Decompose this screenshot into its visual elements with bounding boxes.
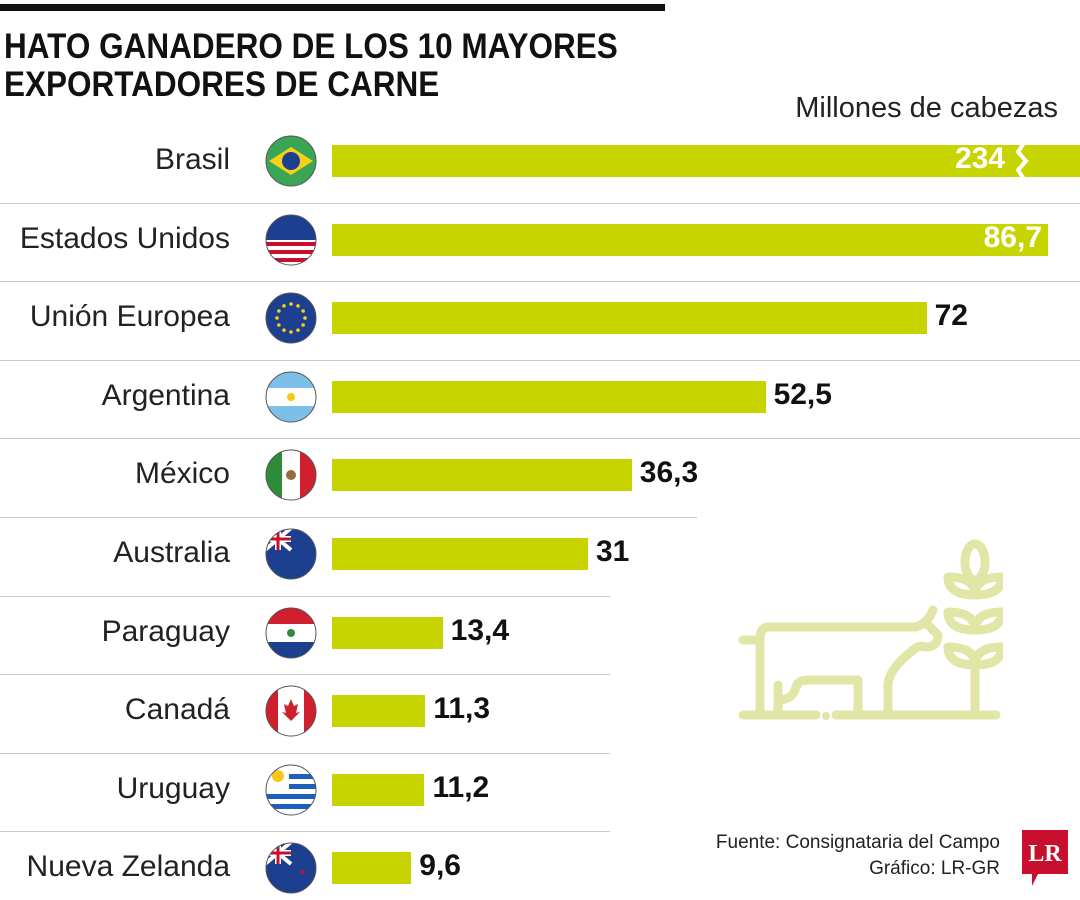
cow-and-wheat-icon bbox=[738, 539, 1003, 720]
bar-row: Estados Unidos 86,7 bbox=[0, 200, 1080, 278]
bar bbox=[332, 852, 412, 885]
argentina-flag-icon bbox=[265, 371, 317, 423]
bar-row: Canadá 11,3 bbox=[0, 671, 1080, 749]
value-label: 9,6 bbox=[419, 849, 461, 883]
row-divider bbox=[0, 831, 610, 833]
bar bbox=[332, 380, 766, 413]
value-label: 86,7 bbox=[983, 220, 1042, 254]
bar bbox=[332, 145, 1080, 177]
value-label: 11,3 bbox=[433, 692, 491, 726]
bar bbox=[332, 538, 588, 570]
bar bbox=[332, 616, 443, 649]
category-label: Estados Unidos bbox=[19, 221, 230, 255]
row-divider bbox=[0, 438, 1080, 440]
unit-label: Millones de cabezas bbox=[795, 92, 1058, 124]
axis-break-icon bbox=[1015, 143, 1029, 179]
category-label: Nueva Zelanda bbox=[26, 850, 230, 884]
value-label: 31 bbox=[596, 535, 630, 568]
value-label: 72 bbox=[934, 299, 968, 333]
mexico-flag-icon bbox=[265, 449, 317, 501]
uruguay-flag-icon bbox=[265, 764, 317, 816]
category-label: México bbox=[134, 457, 230, 491]
category-label: Brasil bbox=[154, 143, 230, 176]
source-note: Fuente: Consignataria del Campo Gráfico:… bbox=[716, 830, 1000, 882]
source-text: Fuente: Consignataria del Campo bbox=[715, 832, 1000, 853]
lr-logo: LR bbox=[1022, 830, 1068, 886]
bar-row: Unión Europea 72 bbox=[0, 278, 1080, 356]
paraguay-flag-icon bbox=[265, 607, 317, 659]
category-label: Argentina bbox=[101, 378, 230, 412]
row-divider bbox=[0, 752, 610, 754]
bar-row: México 36,3 bbox=[0, 435, 1080, 513]
category-label: Unión Europea bbox=[29, 300, 230, 334]
row-divider bbox=[0, 674, 610, 676]
chart-title: HATO GANADERO DE LOS 10 MAYORES EXPORTAD… bbox=[4, 27, 618, 104]
row-divider bbox=[0, 517, 697, 518]
svg-text:LR: LR bbox=[1028, 841, 1062, 867]
row-divider bbox=[0, 595, 610, 597]
category-label: Paraguay bbox=[101, 614, 230, 648]
canada-flag-icon bbox=[265, 685, 317, 737]
category-label: Canadá bbox=[124, 693, 230, 727]
credit-text: Gráfico: LR-GR bbox=[869, 858, 1000, 879]
bar-row: Brasil 234 bbox=[0, 121, 1080, 199]
bar bbox=[332, 223, 1048, 256]
bar-row: Argentina 52,5 bbox=[0, 357, 1080, 435]
bar bbox=[332, 302, 927, 335]
category-label: Australia bbox=[113, 536, 230, 569]
value-label: 36,3 bbox=[639, 456, 699, 490]
bar-row: Uruguay 11,2 bbox=[0, 750, 1080, 828]
new-zealand-flag-icon bbox=[265, 842, 317, 894]
eu-flag-icon bbox=[265, 292, 317, 344]
bar-row: Australia 31 bbox=[0, 514, 1080, 592]
bar bbox=[332, 459, 632, 492]
bar-row: Paraguay 13,4 bbox=[0, 593, 1080, 671]
australia-flag-icon bbox=[265, 528, 317, 580]
category-label: Uruguay bbox=[116, 771, 230, 805]
value-label: 13,4 bbox=[450, 613, 510, 647]
bar bbox=[332, 773, 425, 806]
usa-flag-icon bbox=[265, 214, 317, 266]
brazil-flag-icon bbox=[265, 135, 317, 187]
top-rule bbox=[0, 4, 665, 11]
row-divider bbox=[0, 281, 1080, 283]
row-divider bbox=[0, 202, 1080, 204]
bar-row: Nueva Zelanda 9,6 bbox=[0, 828, 1080, 900]
bar bbox=[332, 695, 426, 728]
value-label: 52,5 bbox=[773, 377, 832, 411]
value-label: 234 bbox=[954, 142, 1005, 175]
value-label: 11,2 bbox=[432, 770, 490, 804]
row-divider bbox=[0, 359, 1080, 361]
